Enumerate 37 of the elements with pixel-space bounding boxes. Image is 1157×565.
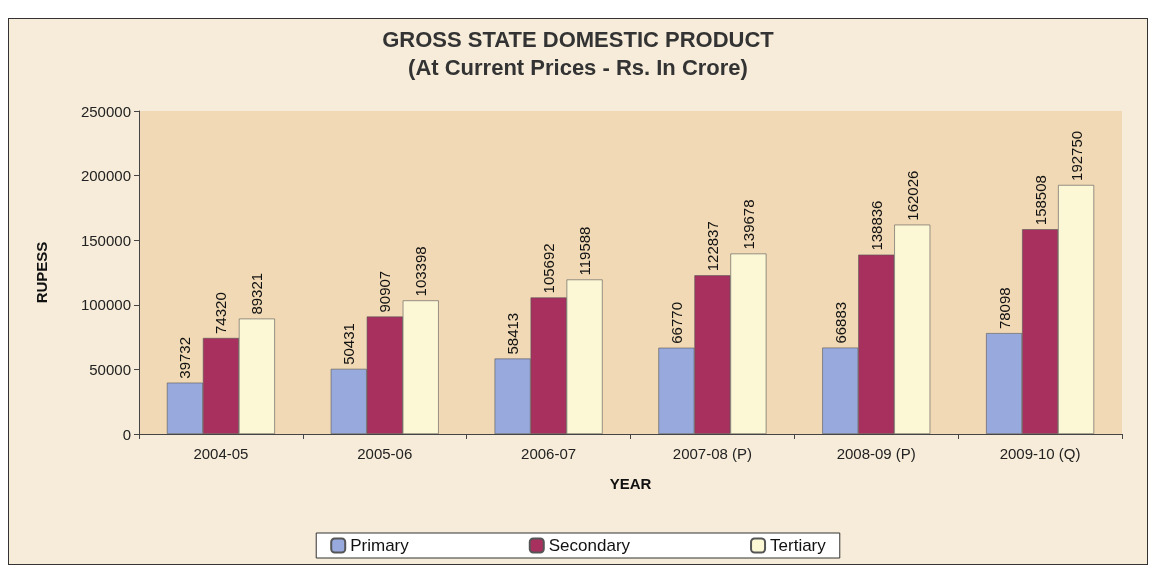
y-tick-label: 150000: [80, 231, 131, 249]
legend-label: Tertiary: [770, 536, 827, 555]
x-tick-label: 2009-10 (Q): [999, 445, 1081, 462]
data-label: 78098: [995, 287, 1013, 330]
x-tick-label: 2005-06: [357, 445, 413, 462]
data-label: 66770: [667, 302, 685, 344]
y-tick-label: 100000: [80, 296, 131, 314]
data-label: 90907: [376, 270, 394, 313]
data-label: 89321: [248, 272, 266, 315]
legend-label: Secondary: [548, 536, 631, 555]
y-tick-label: 50000: [89, 360, 131, 378]
data-label: 162026: [903, 170, 921, 221]
data-label: 66883: [831, 301, 849, 344]
y-tick-label: 200000: [80, 167, 131, 185]
y-tick-label: 0: [122, 425, 131, 443]
data-label: 139678: [739, 199, 757, 250]
data-label: 39732: [176, 336, 194, 379]
data-label: 58413: [504, 312, 522, 355]
data-label: 158508: [1031, 175, 1049, 226]
data-label: 122837: [703, 221, 721, 272]
data-label: 103398: [412, 246, 430, 297]
data-label: 50431: [340, 323, 358, 365]
data-label: 74320: [212, 292, 230, 334]
data-label: 192750: [1067, 130, 1085, 181]
x-tick-label: 2008-09 (P): [836, 445, 916, 462]
y-axis-title: RUPESS: [33, 241, 50, 304]
chart-subtitle: (At Current Prices - Rs. In Crore): [408, 54, 748, 80]
x-axis-title: YEAR: [609, 475, 652, 492]
legend-label: Primary: [350, 536, 410, 555]
x-tick-label: 2004-05: [193, 445, 249, 462]
chart-title: GROSS STATE DOMESTIC PRODUCT: [382, 26, 775, 52]
x-tick-label: 2007-08 (P): [672, 445, 753, 462]
data-label: 138836: [867, 200, 885, 251]
x-tick-label: 2006-07: [521, 445, 577, 462]
y-tick-label: 250000: [80, 102, 131, 120]
data-label: 105692: [540, 243, 558, 294]
data-label: 119588: [576, 226, 594, 276]
